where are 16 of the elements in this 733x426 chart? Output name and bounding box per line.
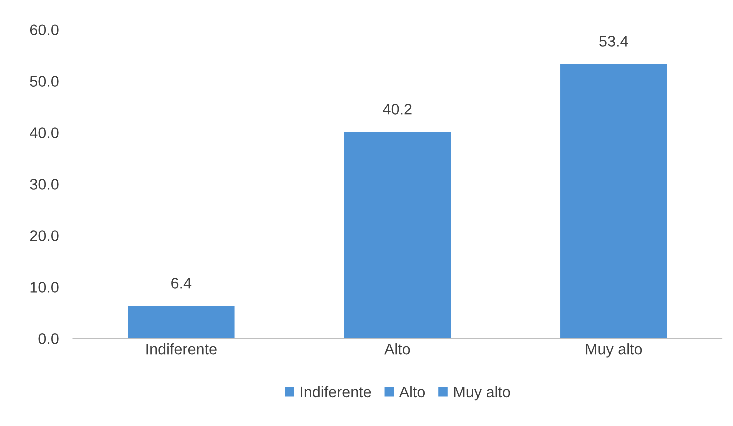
legend-label: Muy alto <box>454 386 510 401</box>
x-tick-label: Muy alto <box>586 344 642 358</box>
data-label: 40.2 <box>383 104 412 115</box>
y-tick-label: 60.0 <box>30 24 59 36</box>
y-tick-label: 20.0 <box>30 230 59 242</box>
data-label: 6.4 <box>172 278 192 289</box>
y-tick-label: 30.0 <box>30 179 59 190</box>
x-tick-label: Alto <box>384 344 410 355</box>
legend-label: Indiferente <box>301 386 372 398</box>
data-label: 53.4 <box>600 36 628 47</box>
y-tick-label: 40.0 <box>30 128 59 138</box>
y-tick-label: 10.0 <box>30 282 59 293</box>
legend-label: Alto <box>399 386 426 398</box>
y-tick-label: 0.0 <box>38 334 59 344</box>
y-tick-label: 50.0 <box>30 76 59 87</box>
x-tick-label: Indiferente <box>146 344 217 355</box>
